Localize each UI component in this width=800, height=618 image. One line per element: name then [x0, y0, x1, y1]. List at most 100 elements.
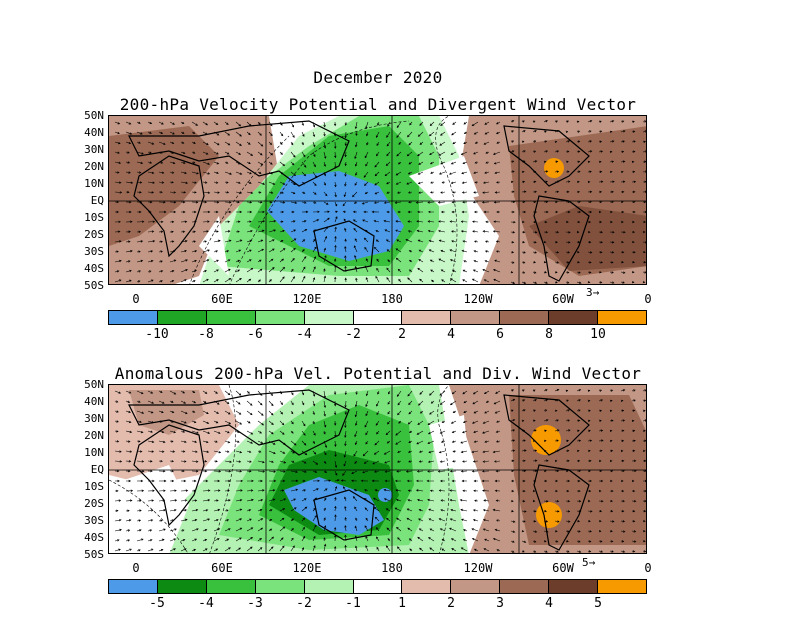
wind-vector-arrow: [396, 121, 402, 129]
wind-vector-arrow: [147, 430, 153, 433]
wind-vector-arrow: [312, 488, 319, 492]
wind-vector-arrow: [631, 210, 636, 214]
wind-vector-arrow: [290, 191, 296, 195]
wind-vector-arrow: [576, 210, 582, 214]
wind-vector-arrow: [463, 121, 468, 125]
wind-vector-arrow: [492, 151, 501, 155]
wind-vector-arrow: [136, 151, 144, 155]
wind-vector-arrow: [438, 151, 446, 156]
wind-vector-arrow: [354, 181, 358, 186]
wind-vector-arrow: [257, 479, 263, 483]
colorbar-label: 3: [496, 596, 504, 611]
wind-vector-arrow: [642, 260, 646, 264]
colorbar-label: -4: [198, 596, 214, 611]
wind-vector-arrow: [268, 248, 275, 253]
wind-vector-arrow: [323, 400, 327, 408]
wind-vector-arrow: [462, 161, 468, 165]
wind-vector-arrow: [450, 161, 457, 165]
wind-vector-arrow: [387, 410, 391, 415]
wind-vector-arrow: [213, 538, 220, 542]
wind-vector-arrow: [642, 160, 646, 163]
wind-vector-arrow: [438, 171, 446, 175]
wind-vector-arrow: [565, 459, 570, 463]
wind-vector-arrow: [136, 549, 141, 552]
wind-vector-arrow: [235, 470, 243, 473]
wind-vector-arrow: [213, 259, 219, 263]
panel-2-map: [108, 384, 647, 554]
wind-vector-arrow: [576, 190, 581, 194]
wind-vector-arrow: [224, 499, 231, 502]
wind-vector-arrow: [496, 549, 501, 552]
wind-vector-arrow: [246, 498, 254, 502]
wind-vector-arrow: [114, 440, 120, 443]
wind-vector-arrow: [213, 470, 222, 473]
wind-vector-arrow: [158, 181, 165, 184]
wind-vector-arrow: [323, 151, 327, 159]
panel-2-coast-southamerica: [533, 464, 590, 551]
wind-vector-arrow: [642, 459, 646, 463]
wind-vector-arrow: [323, 255, 327, 263]
panel-2-coast-africa: [133, 424, 205, 527]
wind-vector-arrow: [510, 160, 515, 163]
wind-vector-arrow: [598, 409, 603, 412]
wind-vector-arrow: [394, 507, 402, 512]
wind-vector-arrow: [510, 520, 516, 523]
wind-vector-arrow: [576, 230, 580, 234]
wind-vector-arrow: [312, 161, 316, 168]
wind-vector-arrow: [510, 120, 515, 123]
wind-vector-arrow: [587, 130, 592, 133]
wind-vector-arrow: [495, 440, 501, 443]
wind-vector-arrow: [312, 141, 316, 148]
wind-vector-arrow: [202, 278, 209, 283]
wind-vector-arrow: [202, 131, 208, 135]
wind-vector-arrow: [419, 547, 424, 552]
wind-vector-arrow: [587, 550, 592, 553]
wind-vector-arrow: [461, 191, 468, 194]
wind-vector-arrow: [246, 121, 252, 127]
wind-vector-arrow: [642, 429, 646, 433]
wind-vector-arrow: [169, 390, 177, 395]
wind-vector-arrow: [565, 231, 571, 234]
wind-vector-arrow: [451, 430, 457, 434]
wind-vector-arrow: [191, 420, 197, 424]
wind-vector-arrow: [180, 259, 188, 263]
wind-vector-arrow: [472, 509, 479, 512]
wind-vector-arrow: [354, 121, 358, 130]
wind-vector-arrow: [158, 141, 166, 145]
colorbar-swatch: [109, 311, 158, 324]
wind-vector-arrow: [158, 440, 166, 444]
wind-vector-arrow: [334, 534, 337, 542]
wind-vector-arrow: [461, 518, 468, 522]
wind-vector-arrow: [169, 141, 175, 145]
wind-vector-arrow: [407, 390, 413, 397]
wind-vector-arrow: [180, 420, 187, 424]
wind-vector-arrow: [364, 246, 369, 253]
wind-vector-arrow: [408, 440, 413, 443]
wind-vector-arrow: [565, 220, 569, 224]
wind-vector-arrow: [620, 530, 626, 533]
wind-vector-arrow: [343, 191, 347, 198]
wind-vector-arrow: [257, 259, 262, 263]
wind-vector-arrow: [312, 430, 316, 436]
wind-vector-arrow: [397, 460, 402, 463]
wind-vector-arrow: [257, 239, 264, 243]
wind-vector-arrow: [352, 191, 358, 198]
panel-1-coast-northamerica: [503, 125, 590, 187]
wind-vector-arrow: [268, 267, 275, 273]
wind-vector-arrow: [576, 200, 581, 204]
wind-vector-arrow: [301, 239, 306, 243]
wind-vector-arrow: [395, 440, 402, 445]
wind-vector-arrow: [343, 218, 347, 223]
wind-vector-arrow: [344, 400, 347, 408]
wind-vector-arrow: [169, 171, 175, 174]
wind-vector-arrow: [191, 230, 196, 233]
wind-vector-arrow: [169, 420, 174, 423]
wind-vector-arrow: [428, 450, 435, 454]
wind-vector-arrow: [342, 486, 347, 492]
wind-vector-arrow: [372, 460, 380, 465]
wind-vector-arrow: [609, 130, 613, 134]
wind-vector-arrow: [136, 131, 143, 135]
wind-vector-arrow: [235, 249, 242, 253]
wind-vector-arrow: [279, 248, 286, 253]
wind-vector-arrow: [543, 489, 548, 493]
